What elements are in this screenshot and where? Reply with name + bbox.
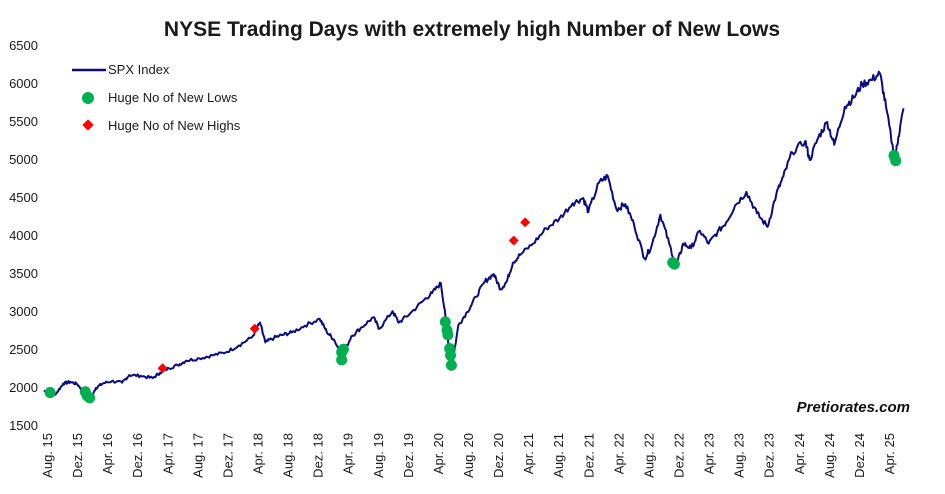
x-axis: Aug. 15 Dez. 15 Apr. 16 Dez. 16 Apr. 17 Aug. … [40, 433, 897, 478]
x-tick-label: Apr. 19 [341, 433, 356, 474]
x-tick-label: Apr. 18 [251, 433, 266, 474]
x-tick-label: Aug. 23 [732, 433, 747, 478]
x-tick-label: Apr. 23 [702, 433, 717, 474]
x-tick-label: Apr. 20 [431, 433, 446, 474]
x-tick-label: Dez. 21 [581, 433, 596, 478]
x-tick-label: Apr. 17 [160, 433, 175, 474]
new-low-marker [44, 387, 56, 399]
legend-lows-swatch [82, 92, 94, 104]
x-tick-label: Aug. 20 [461, 433, 476, 478]
new-low-marker [337, 343, 349, 355]
spx-index-line [43, 70, 905, 401]
new-low-marker [890, 155, 902, 167]
x-tick-label: Aug. 19 [371, 433, 386, 478]
x-tick-label: Dez. 18 [311, 433, 326, 478]
new-low-marker [445, 349, 457, 361]
x-tick-label: Dez. 23 [762, 433, 777, 478]
x-tick-label: Apr. 16 [100, 433, 115, 474]
x-tick-label: Apr. 21 [521, 433, 536, 474]
y-tick-label: 4000 [9, 228, 38, 243]
y-tick-label: 2500 [9, 342, 38, 357]
x-tick-label: Dez. 15 [70, 433, 85, 478]
y-tick-label: 4500 [9, 190, 38, 205]
x-tick-label: Aug. 22 [641, 433, 656, 478]
y-tick-label: 3500 [9, 266, 38, 281]
plot-area [43, 70, 905, 404]
new-high-marker [508, 235, 519, 246]
x-tick-label: Dez. 17 [220, 433, 235, 478]
x-tick-label: Aug. 18 [281, 433, 296, 478]
x-tick-label: Dez. 22 [672, 433, 687, 478]
x-tick-label: Aug. 21 [551, 433, 566, 478]
x-tick-label: Dez. 19 [401, 433, 416, 478]
y-axis: 1500 2000 2500 3000 3500 4000 4500 5000 5500 6000… [9, 38, 38, 433]
new-high-marker [157, 363, 168, 374]
y-tick-label: 6000 [9, 76, 38, 91]
legend-label-lows: Huge No of New Lows [108, 90, 238, 105]
x-tick-label: Aug. 24 [822, 433, 837, 478]
new-low-marker [445, 359, 457, 371]
legend-highs-swatch [82, 119, 94, 131]
y-tick-label: 5000 [9, 152, 38, 167]
watermark: Pretiorates.com [797, 399, 910, 416]
legend-label-highs: Huge No of New Highs [108, 118, 241, 133]
new-low-marker [84, 392, 96, 404]
new-low-marker [336, 354, 348, 366]
x-tick-label: Aug. 15 [40, 433, 55, 478]
x-tick-label: Dez. 24 [852, 433, 867, 478]
chart-title: NYSE Trading Days with extremely high Nu… [164, 18, 780, 41]
x-tick-label: Dez. 16 [130, 433, 145, 478]
y-tick-label: 2000 [9, 380, 38, 395]
x-tick-label: Dez. 20 [491, 433, 506, 478]
legend: SPX Index Huge No of New Lows Huge No of… [72, 62, 241, 133]
legend-label-spx: SPX Index [108, 62, 170, 77]
x-tick-label: Apr. 25 [882, 433, 897, 474]
new-low-marker [439, 316, 451, 328]
new-high-marker [520, 217, 531, 228]
y-tick-label: 3000 [9, 304, 38, 319]
y-tick-label: 6500 [9, 38, 38, 53]
new-low-marker [668, 258, 680, 270]
x-tick-label: Aug. 17 [190, 433, 205, 478]
new-low-marker [442, 329, 454, 341]
y-tick-label: 5500 [9, 114, 38, 129]
x-tick-label: Apr. 24 [792, 433, 807, 474]
y-tick-label: 1500 [9, 418, 38, 433]
x-tick-label: Apr. 22 [611, 433, 626, 474]
